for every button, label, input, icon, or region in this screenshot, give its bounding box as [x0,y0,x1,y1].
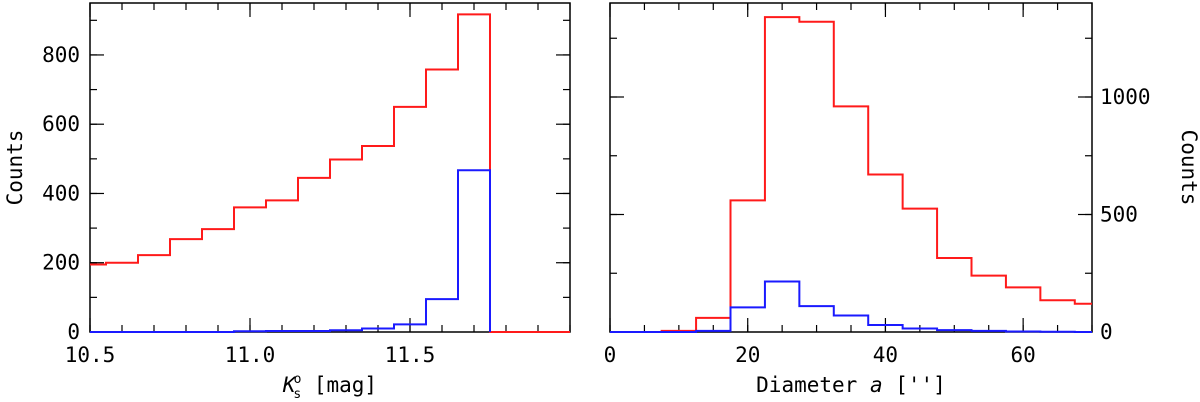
x-tick-label: 11.0 [225,343,276,367]
x-axis-label-symbol: K [282,373,297,397]
plot-frame [609,2,1093,333]
plot-frame [89,2,571,333]
x-axis-label-symbol: a [870,373,883,397]
y-tick-label: 800 [42,43,80,67]
y-tick-label: 1000 [1100,85,1151,109]
y-axis-label: Counts [3,130,27,206]
y-tick-label: 600 [42,112,80,136]
x-tick-label: 10.5 [65,343,116,367]
y-tick-label: 400 [42,181,80,205]
x-axis-label: Ko s [mag] [282,372,377,402]
x-axis-label-text: Diameter [756,373,870,397]
magnitude-histogram: 10.5 11.0 11.5 0 200 400 600 800 Counts Ko s [mag] [3,2,571,402]
x-tick-label: 11.5 [385,343,436,367]
x-tick-label: 20 [735,343,760,367]
histogram-series-red [90,13,570,333]
y-tick-label: 200 [42,251,80,275]
histogram-series-blue [610,280,1092,333]
x-axis-label-unit: [mag] [301,373,377,397]
y-axis-label: Counts [1177,130,1200,206]
x-tick-label: 0 [604,343,617,367]
diameter-histogram: 0 20 40 60 0 500 1000 Counts Diameter a [''] [604,2,1200,397]
y-tick-label: 0 [1100,320,1113,344]
x-tick-label: 60 [1010,343,1035,367]
x-axis-label: Diameter a [''] [756,373,946,397]
x-tick-label: 40 [873,343,898,367]
y-tick-label: 500 [1100,203,1138,227]
x-axis-label-unit: [''] [883,373,946,397]
histogram-series-blue [90,169,491,333]
x-axis-label-superscript: o [294,372,302,387]
histogram-series-red [610,16,1092,333]
x-axis-label-subscript: s [293,387,301,402]
y-tick-label: 0 [67,320,80,344]
